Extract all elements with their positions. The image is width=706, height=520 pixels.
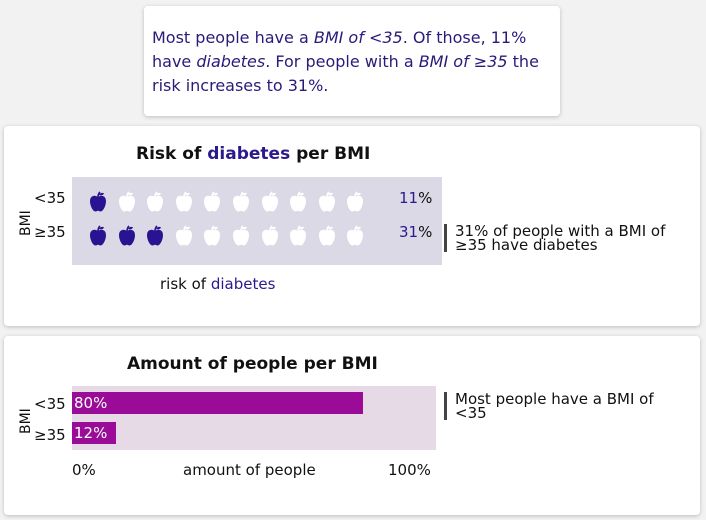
apple-icon [233, 225, 249, 246]
amount-row-label: ≥35 [34, 426, 66, 444]
summary-part: . Of those, 11% have [152, 28, 527, 71]
summary-emphasis: diabetes [196, 52, 266, 71]
summary-card: Most people have a BMI of <35. Of those,… [144, 6, 560, 116]
apple-icon [347, 191, 364, 212]
apple-icon [318, 191, 335, 212]
title-part: per BMI [290, 144, 371, 164]
x-axis-max-label: 100% [388, 461, 431, 479]
apple-icon [261, 191, 278, 212]
apple-icon [118, 225, 135, 246]
amount-chart-card: Amount of people per BMI 80% 12% BMI <35 … [4, 336, 700, 515]
apple-icon [90, 191, 106, 212]
xlabel-highlight: diabetes [210, 275, 276, 293]
risk-pct-label: 11% [399, 189, 432, 207]
amount-bar-label: 80% [74, 394, 108, 412]
amount-y-axis-label: BMI [18, 408, 34, 434]
summary-part: the risk increases to 31%. [152, 52, 539, 95]
apple-icon [90, 225, 106, 246]
pct-sign: % [418, 189, 433, 207]
apple-icon [290, 225, 307, 246]
risk-row-label: ≥35 [34, 223, 66, 241]
risk-y-axis-label: BMI [18, 210, 34, 236]
apple-icon [261, 225, 278, 246]
amount-bar [72, 422, 116, 444]
summary-emphasis: BMI of <35 [313, 28, 403, 47]
apple-icon [147, 225, 164, 246]
summary-part: Most people have a [152, 28, 314, 47]
pct-sign: % [418, 223, 433, 241]
risk-annotation: 31% of people with a BMI of ≥35 have dia… [444, 224, 675, 253]
amount-chart-title: Amount of people per BMI [127, 354, 378, 374]
title-highlight: diabetes [207, 144, 291, 164]
apple-icon [233, 191, 249, 212]
summary-part: . For people with a [265, 52, 419, 71]
apple-icon [147, 191, 164, 212]
apple-icon [175, 225, 192, 246]
x-axis-min-label: 0% [72, 461, 96, 479]
apple-icon [347, 225, 364, 246]
title-part: Risk of [136, 144, 208, 164]
pct-number: 31 [399, 223, 419, 241]
risk-pct-label: 31% [399, 223, 432, 241]
apple-icon [204, 191, 221, 212]
risk-row-label: <35 [34, 189, 66, 207]
risk-chart-title: Risk of diabetes per BMI [136, 144, 370, 164]
amount-bar-label: 12% [74, 424, 108, 442]
apple-icon [175, 191, 192, 212]
amount-bar [72, 392, 364, 414]
apple-icon [290, 191, 307, 212]
apple-icon [118, 191, 135, 212]
risk-x-axis-label: risk of diabetes [160, 275, 275, 293]
apple-icon [204, 225, 221, 246]
summary-text: Most people have a BMI of <35. Of those,… [152, 26, 552, 98]
summary-emphasis: BMI of ≥35 [418, 52, 508, 71]
amount-row-label: <35 [34, 395, 66, 413]
amount-x-axis-label: amount of people [183, 461, 316, 479]
amount-annotation: Most people have a BMI of <35 [444, 392, 685, 421]
risk-icon-panel [72, 177, 442, 265]
pct-number: 11 [399, 189, 419, 207]
risk-chart-card: Risk of diabetes per BMI BMI <35 ≥35 11%… [4, 126, 700, 326]
amount-bar-panel: 80% 12% [72, 386, 436, 450]
xlabel-part: risk of [160, 275, 211, 293]
apple-icon [318, 225, 335, 246]
